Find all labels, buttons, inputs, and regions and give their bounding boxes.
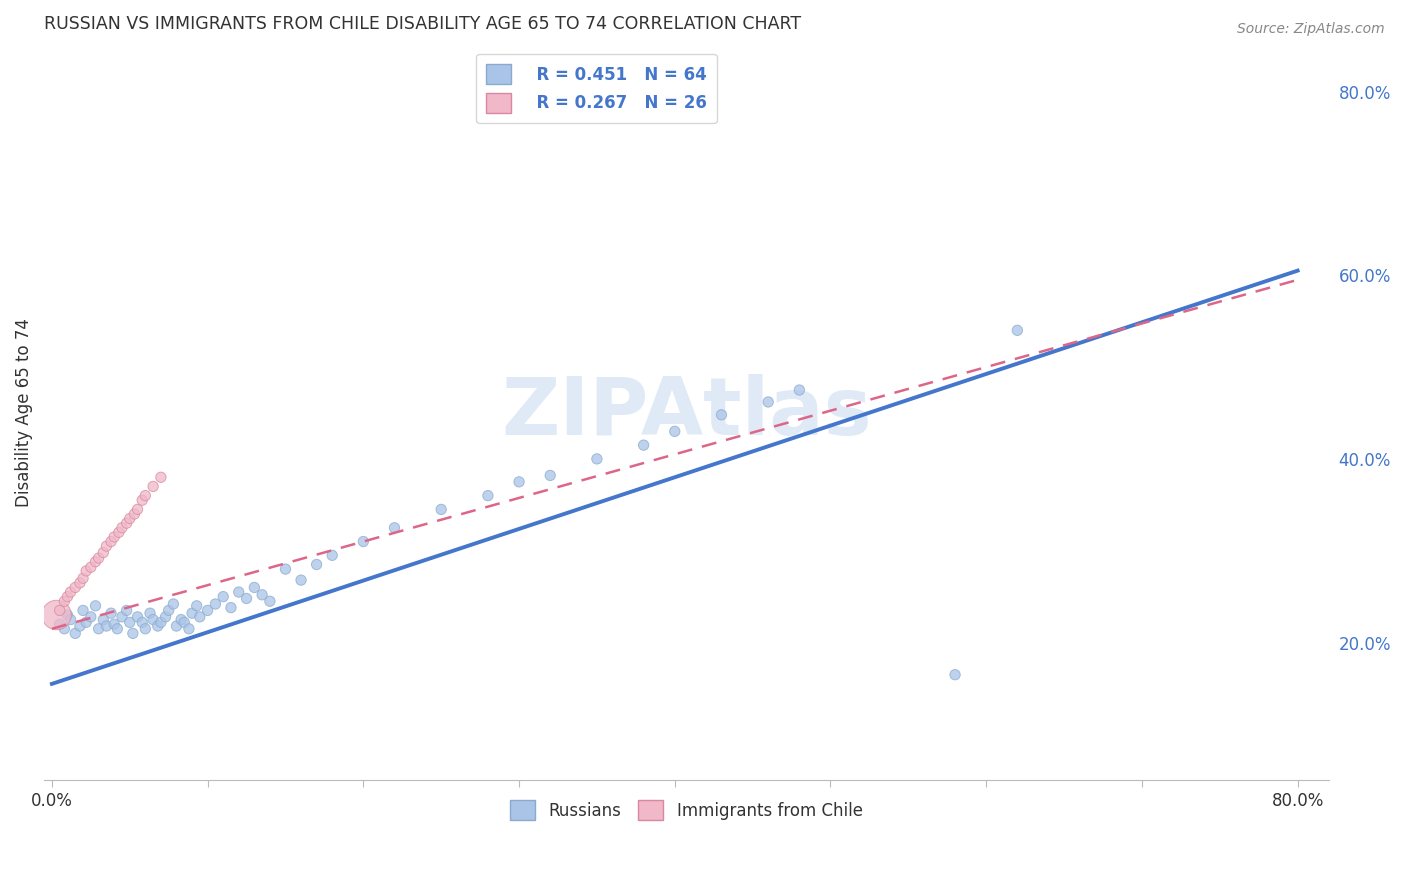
Point: [56, 590, 79, 604]
Point: [96, 539, 118, 553]
Point: [142, 479, 165, 493]
Point: [59, 613, 82, 627]
Point: [538, 468, 561, 483]
Point: [75, 564, 97, 578]
Point: [756, 395, 779, 409]
Point: [173, 615, 195, 630]
Point: [45, 607, 67, 622]
Point: [69, 575, 91, 590]
Point: [586, 451, 609, 466]
Point: [84, 599, 107, 613]
Text: Source: ZipAtlas.com: Source: ZipAtlas.com: [1237, 22, 1385, 37]
Point: [59, 585, 82, 599]
Point: [305, 558, 328, 572]
Point: [80, 560, 103, 574]
Text: ZIPAtlas: ZIPAtlas: [501, 374, 872, 452]
Point: [508, 475, 530, 489]
Point: [53, 622, 76, 636]
Point: [477, 489, 499, 503]
Point: [103, 530, 125, 544]
Point: [75, 615, 97, 630]
Point: [53, 594, 76, 608]
Point: [131, 615, 153, 630]
Point: [48, 617, 70, 632]
Point: [80, 610, 103, 624]
Point: [139, 606, 162, 620]
Point: [352, 534, 374, 549]
Point: [664, 425, 686, 439]
Point: [181, 606, 204, 620]
Point: [65, 626, 87, 640]
Point: [127, 610, 149, 624]
Point: [259, 594, 281, 608]
Point: [430, 502, 453, 516]
Point: [56, 607, 79, 622]
Point: [134, 489, 156, 503]
Point: [48, 603, 70, 617]
Point: [149, 615, 172, 630]
Point: [108, 525, 131, 540]
Point: [384, 521, 406, 535]
Point: [243, 581, 266, 595]
Point: [188, 610, 211, 624]
Point: [111, 610, 134, 624]
Point: [186, 599, 208, 613]
Point: [131, 493, 153, 508]
Point: [170, 613, 193, 627]
Point: [789, 383, 811, 397]
Point: [65, 581, 87, 595]
Point: [228, 585, 250, 599]
Point: [321, 549, 343, 563]
Point: [91, 613, 114, 627]
Point: [1007, 323, 1029, 337]
Point: [235, 591, 257, 606]
Point: [149, 470, 172, 484]
Point: [115, 603, 138, 617]
Point: [105, 622, 128, 636]
Point: [118, 511, 141, 525]
Point: [127, 502, 149, 516]
Point: [72, 571, 94, 585]
Point: [84, 555, 107, 569]
Point: [72, 603, 94, 617]
Point: [69, 619, 91, 633]
Point: [100, 606, 122, 620]
Point: [91, 545, 114, 559]
Point: [155, 610, 177, 624]
Legend: Russians, Immigrants from Chile: Russians, Immigrants from Chile: [503, 793, 869, 827]
Y-axis label: Disability Age 65 to 74: Disability Age 65 to 74: [15, 318, 32, 508]
Point: [274, 562, 297, 576]
Point: [162, 597, 184, 611]
Point: [100, 534, 122, 549]
Point: [142, 613, 165, 627]
Point: [219, 600, 242, 615]
Point: [177, 622, 200, 636]
Point: [166, 619, 188, 633]
Point: [118, 615, 141, 630]
Point: [157, 603, 180, 617]
Point: [710, 408, 733, 422]
Point: [87, 551, 110, 566]
Point: [212, 590, 235, 604]
Point: [124, 507, 146, 521]
Point: [103, 617, 125, 632]
Text: RUSSIAN VS IMMIGRANTS FROM CHILE DISABILITY AGE 65 TO 74 CORRELATION CHART: RUSSIAN VS IMMIGRANTS FROM CHILE DISABIL…: [44, 15, 801, 33]
Point: [943, 667, 966, 681]
Point: [122, 626, 145, 640]
Point: [134, 622, 156, 636]
Point: [250, 588, 273, 602]
Point: [115, 516, 138, 531]
Point: [87, 622, 110, 636]
Point: [633, 438, 655, 452]
Point: [111, 521, 134, 535]
Point: [290, 573, 312, 587]
Point: [197, 603, 219, 617]
Point: [204, 597, 226, 611]
Point: [96, 619, 118, 633]
Point: [146, 619, 169, 633]
